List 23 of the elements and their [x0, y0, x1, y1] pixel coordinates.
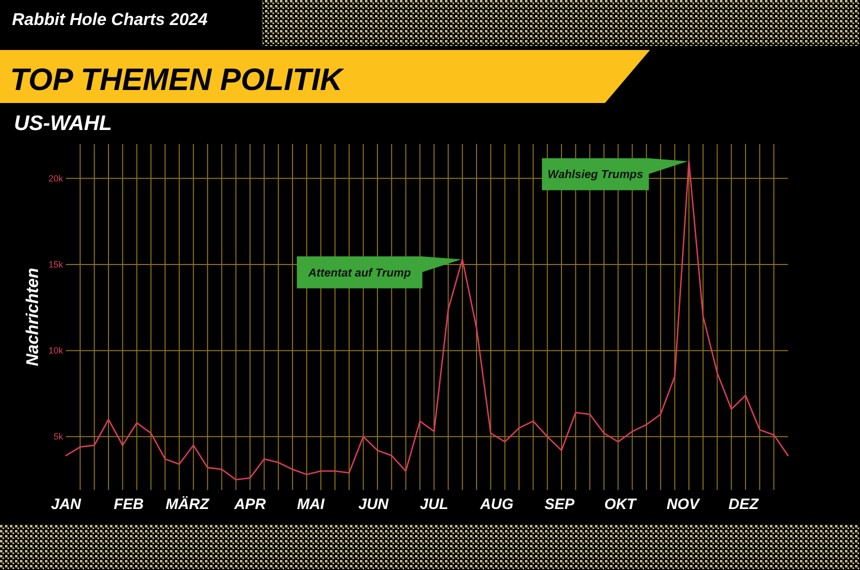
x-tick-label: JUL: [420, 496, 448, 513]
x-tick-label: APR: [233, 496, 266, 513]
annotation: Attentat auf Trump: [307, 267, 411, 280]
x-tick-label: JUN: [358, 496, 390, 513]
x-tick-label: FEB: [114, 496, 144, 513]
y-axis-title: Nachrichten: [23, 268, 42, 366]
x-tick-label: NOV: [666, 496, 702, 513]
x-tick-label: MAI: [296, 496, 326, 513]
chart-title: TOP THEMEN POLITIK: [10, 62, 346, 97]
annotation: Wahlsieg Trumps: [548, 169, 644, 182]
x-tick-label: MÄRZ: [166, 496, 210, 513]
y-tick-label: 5k: [53, 432, 64, 442]
x-tick-label: JAN: [50, 496, 82, 513]
x-tick-label: SEP: [544, 496, 576, 513]
y-tick-label: 20k: [48, 173, 64, 184]
line-series: [65, 160, 789, 480]
y-tick-label: 10k: [48, 346, 64, 356]
x-tick-label: AUG: [479, 496, 514, 513]
x-tick-label: OKT: [604, 496, 638, 513]
y-tick-label: 15k: [48, 259, 64, 270]
x-tick-label: DEZ: [728, 496, 760, 513]
chart-subtitle: US-WAHL: [14, 112, 112, 135]
text: Rabbit Hole Charts 2024: [12, 10, 208, 29]
